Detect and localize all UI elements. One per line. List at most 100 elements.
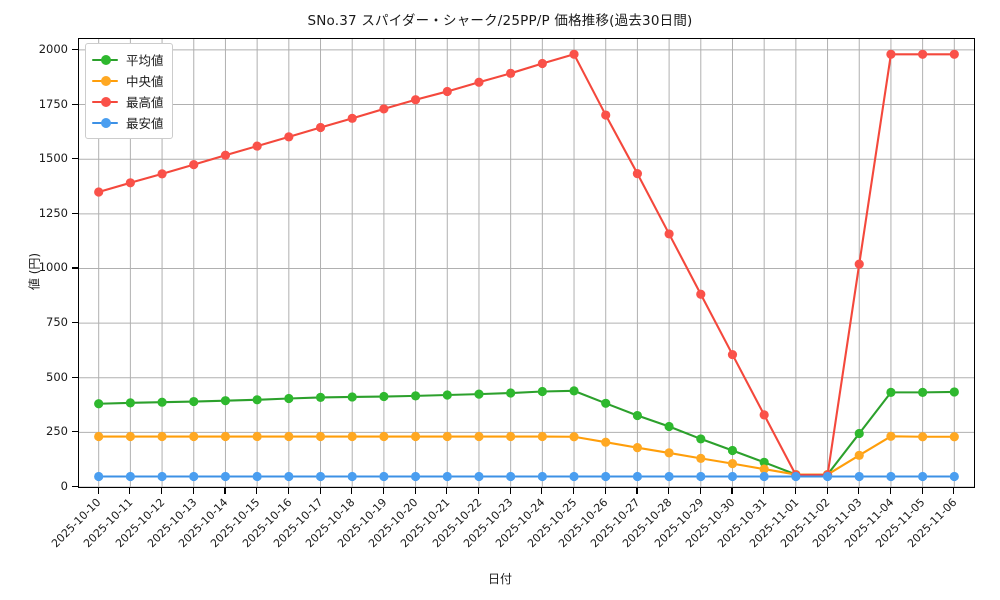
x-axis-tick-mark	[477, 488, 480, 494]
x-axis-tick-mark	[541, 488, 543, 494]
x-axis-tick-mark	[287, 488, 289, 494]
x-axis-tick-mark	[763, 488, 765, 494]
data-point-marker	[918, 387, 928, 397]
x-axis-tick-mark	[889, 488, 892, 494]
data-point-marker	[569, 471, 579, 482]
data-point-marker	[854, 428, 864, 439]
x-axis-tick-mark	[636, 488, 638, 494]
y-axis-tick-label: 1250	[38, 205, 68, 220]
data-point-marker	[886, 387, 896, 397]
y-axis-tick-mark	[72, 48, 78, 51]
data-point-marker	[347, 392, 357, 402]
x-axis-tick-mark	[858, 488, 860, 494]
y-axis-tick-mark	[72, 267, 78, 269]
legend-item-4[interactable]: 最安値	[92, 112, 164, 133]
data-point-marker	[220, 396, 231, 406]
data-point-marker	[696, 434, 706, 444]
y-axis-tick-mark	[72, 103, 78, 105]
data-point-marker	[125, 471, 135, 482]
data-point-marker	[569, 432, 579, 442]
data-point-marker	[125, 398, 135, 408]
data-point-marker	[157, 397, 167, 407]
data-point-marker	[506, 388, 516, 398]
legend-marker-icon	[92, 75, 118, 87]
y-axis-tick-mark	[72, 212, 78, 214]
data-point-marker	[886, 431, 896, 441]
y-axis-title: 値 (円)	[27, 252, 42, 291]
x-axis-title: 日付	[487, 572, 512, 586]
data-point-marker	[474, 77, 484, 87]
legend-item-label: 最高値	[126, 95, 164, 110]
x-axis-tick-mark	[319, 488, 321, 494]
data-point-marker	[918, 432, 928, 442]
data-point-marker	[315, 471, 326, 482]
chart-legend[interactable]: 平均値 中央値最高値最安値	[85, 43, 173, 139]
data-point-marker	[315, 431, 326, 442]
y-axis-tick-label: 2000	[38, 41, 68, 56]
data-point-marker	[759, 410, 769, 420]
x-axis-tick-mark	[826, 488, 828, 494]
x-axis-tick-mark	[414, 488, 416, 494]
legend-item-3[interactable]: 最高値	[92, 91, 164, 112]
x-axis-tick-mark	[953, 488, 955, 494]
legend-item-2[interactable]: 中央値	[92, 70, 164, 91]
data-point-marker	[474, 471, 484, 482]
data-point-marker	[886, 49, 896, 59]
data-point-marker	[347, 471, 357, 482]
data-point-marker	[727, 349, 738, 360]
data-point-marker	[696, 289, 706, 299]
data-point-marker	[252, 431, 262, 442]
y-axis-tick-mark	[72, 376, 78, 378]
x-axis-tick-mark	[604, 488, 606, 494]
data-point-marker	[759, 471, 769, 482]
data-point-marker	[632, 169, 643, 179]
data-point-marker	[854, 259, 864, 269]
series-line	[97, 53, 956, 477]
legend-item-label: 最安値	[126, 116, 164, 131]
data-point-marker	[854, 471, 864, 482]
y-axis-tick-label: 0	[60, 479, 68, 493]
data-point-marker	[918, 49, 928, 59]
data-point-marker	[284, 431, 294, 442]
data-point-marker	[410, 95, 421, 105]
data-point-marker	[379, 471, 389, 482]
plot-area	[78, 38, 975, 488]
data-point-marker	[506, 471, 516, 482]
data-point-marker	[727, 445, 738, 456]
data-point-marker	[189, 160, 199, 170]
data-point-marker	[949, 387, 959, 397]
data-point-marker	[569, 386, 579, 396]
series-line	[97, 435, 956, 476]
x-axis-tick-mark	[794, 488, 796, 494]
data-point-marker	[474, 389, 484, 399]
data-series-layer	[94, 49, 959, 482]
data-point-marker	[442, 86, 452, 97]
x-axis-tick-mark	[161, 488, 163, 494]
data-point-marker	[157, 169, 167, 179]
data-point-marker	[315, 122, 326, 133]
x-axis-tick-mark	[699, 488, 701, 494]
data-point-marker	[379, 431, 389, 442]
legend-marker-icon	[92, 117, 118, 129]
legend-marker-icon	[92, 54, 118, 66]
data-point-marker	[537, 431, 547, 442]
x-axis-tick-mark	[351, 488, 353, 494]
x-axis-tick-mark	[668, 488, 670, 494]
chart-title: SNo.37 スパイダー・シャーク/25PP/P 価格推移(過去30日間)	[307, 13, 693, 29]
data-point-marker	[442, 431, 452, 442]
data-point-marker	[727, 459, 738, 469]
data-point-marker	[601, 398, 611, 408]
data-point-marker	[252, 471, 262, 482]
x-axis-tick-mark	[509, 488, 511, 494]
data-point-marker	[949, 432, 959, 442]
legend-item-1[interactable]: 平均値	[92, 49, 164, 70]
y-axis-tick-label: 250	[46, 424, 68, 439]
data-point-marker	[94, 187, 104, 197]
data-point-marker	[886, 471, 896, 482]
data-point-marker	[189, 431, 199, 442]
data-point-marker	[94, 399, 104, 409]
data-point-marker	[632, 443, 643, 453]
x-axis-tick-mark	[573, 488, 575, 494]
